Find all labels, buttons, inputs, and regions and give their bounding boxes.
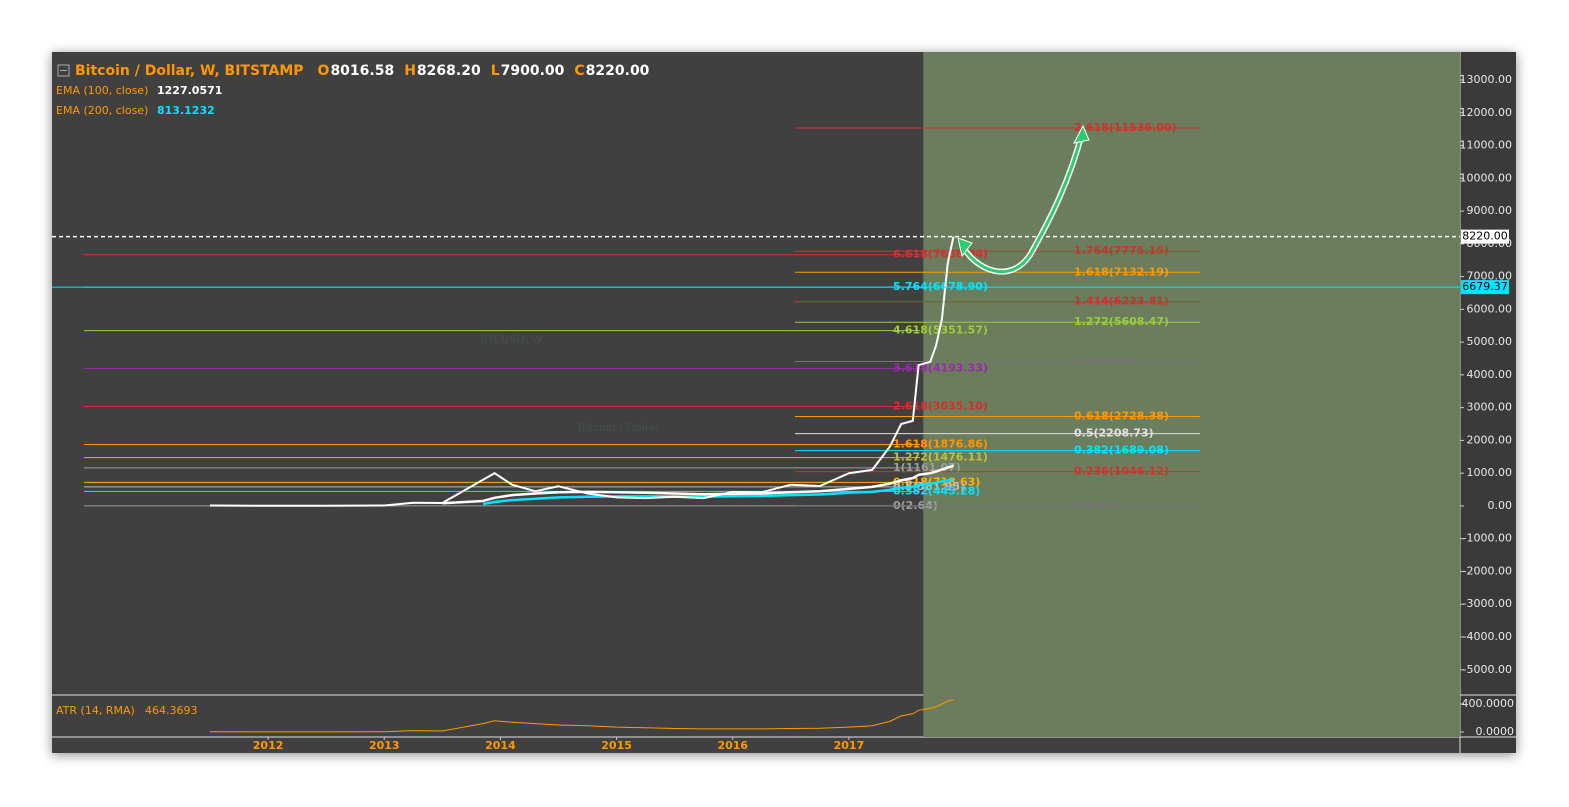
- fib-label: 0(6.82): [1074, 499, 1119, 512]
- ohlc-key: C: [574, 63, 584, 79]
- legend-value: 813.1232: [157, 104, 215, 117]
- fib-label: 1.414(6233.81): [1074, 295, 1169, 308]
- y-tick-label: 11000.00: [1460, 139, 1513, 152]
- y-tick-label: 1000.00: [1467, 466, 1513, 479]
- fib-label: 0.5(581.95): [893, 480, 965, 493]
- fib-label: 1.764(7775.15): [1074, 244, 1169, 257]
- fib-label: 2.618(11536.00): [1074, 121, 1177, 134]
- fib-label: 1.618(1876.86): [893, 437, 988, 450]
- x-tick-label: 2013: [369, 739, 400, 752]
- price-tag-label: 8220.00: [1462, 230, 1508, 243]
- y-tick-label: 7000.00: [1467, 270, 1513, 283]
- fib-label: 2.618(3035.10): [893, 400, 988, 413]
- fib-label: 1.272(1476.11): [893, 451, 988, 464]
- ohlc-key: L: [491, 63, 500, 79]
- legend-name: EMA (100, close): [56, 84, 148, 97]
- x-tick-label: 2014: [485, 739, 516, 752]
- x-tick-label: 2012: [253, 739, 284, 752]
- fib-label: 1.272(5608.47): [1074, 315, 1169, 328]
- ohlc: O 8016.58 H 8268.20 L 7900.00 C 8220.00: [318, 63, 650, 79]
- ohlc-key: H: [404, 63, 416, 79]
- y-tick-label: 9000.00: [1467, 204, 1513, 217]
- arrow-body: [960, 131, 1084, 274]
- fib-label: 0.236(1046.12): [1074, 465, 1169, 478]
- atr-y-tick-label: 0.0000: [1476, 725, 1515, 738]
- ema-line: [482, 478, 954, 506]
- y-tick-label: -4000.00: [1463, 630, 1512, 643]
- legend-value: 1227.0571: [157, 84, 222, 97]
- fib-label: 0.382(445.28): [893, 484, 980, 497]
- y-tick-label: 5000.00: [1467, 335, 1513, 348]
- ohlc-value: 8016.58: [330, 63, 394, 79]
- atr-y-tick-label: 400.0000: [1462, 697, 1515, 710]
- y-tick-label: 4000.00: [1467, 368, 1513, 381]
- price-axis: [1460, 52, 1516, 753]
- watermark-name: Bitcoin / Dollar: [578, 421, 659, 434]
- projection-arrow: [957, 124, 1090, 275]
- price-tag-label: 6679.37: [1462, 280, 1508, 293]
- fib-label: 1(1161.07): [893, 461, 961, 474]
- price-line-series: [209, 236, 955, 507]
- x-tick-label: 2017: [834, 739, 865, 752]
- fib-label: 1(4410.63): [1074, 354, 1142, 367]
- price-tag: [1461, 280, 1509, 295]
- atr-value: 464.3693: [145, 704, 198, 717]
- price-tag: [1461, 229, 1509, 244]
- fib-label: 0.382(1689.08): [1074, 444, 1169, 457]
- atr-line: [209, 699, 954, 733]
- ema-line: [442, 464, 954, 505]
- y-tick-label: 10000.00: [1460, 171, 1513, 184]
- fib-label: 1.618(7132.19): [1074, 265, 1169, 278]
- legend-name: EMA (200, close): [56, 104, 148, 117]
- fib-label: 0.618(2728.38): [1074, 410, 1169, 423]
- fib-label: 0.5(2208.73): [1074, 427, 1154, 440]
- y-tick-label: -1000.00: [1463, 532, 1512, 545]
- atr-name: ATR (14, RMA): [56, 704, 135, 717]
- fib-label: 3.618(4193.33): [893, 362, 988, 375]
- y-tick-label: 2000.00: [1467, 433, 1513, 446]
- y-tick-label: 3000.00: [1467, 401, 1513, 414]
- y-tick-label: 0.00: [1488, 499, 1513, 512]
- y-tick-label: -3000.00: [1463, 597, 1512, 610]
- y-tick-label: 13000.00: [1460, 73, 1513, 86]
- arrow-head: [957, 237, 973, 258]
- y-tick-label: 12000.00: [1460, 106, 1513, 119]
- ohlc-value: 8220.00: [586, 63, 650, 79]
- y-tick-label: -5000.00: [1463, 663, 1512, 676]
- y-tick-label: 6000.00: [1467, 302, 1513, 315]
- arrow-head: [1073, 124, 1090, 144]
- ohlc-value: 7900.00: [501, 63, 565, 79]
- symbol-title: Bitcoin / Dollar, W, BITSTAMP: [75, 63, 304, 79]
- ohlc-key: O: [318, 63, 330, 79]
- x-tick-label: 2015: [601, 739, 632, 752]
- y-tick-label: -2000.00: [1463, 564, 1512, 577]
- ohlc-value: 8268.20: [417, 63, 481, 79]
- watermark-symbol: BTCUSD, W: [480, 333, 543, 346]
- x-tick-label: 2016: [717, 739, 748, 752]
- collapse-icon[interactable]: [57, 64, 70, 77]
- shaded-zone: [923, 52, 1460, 737]
